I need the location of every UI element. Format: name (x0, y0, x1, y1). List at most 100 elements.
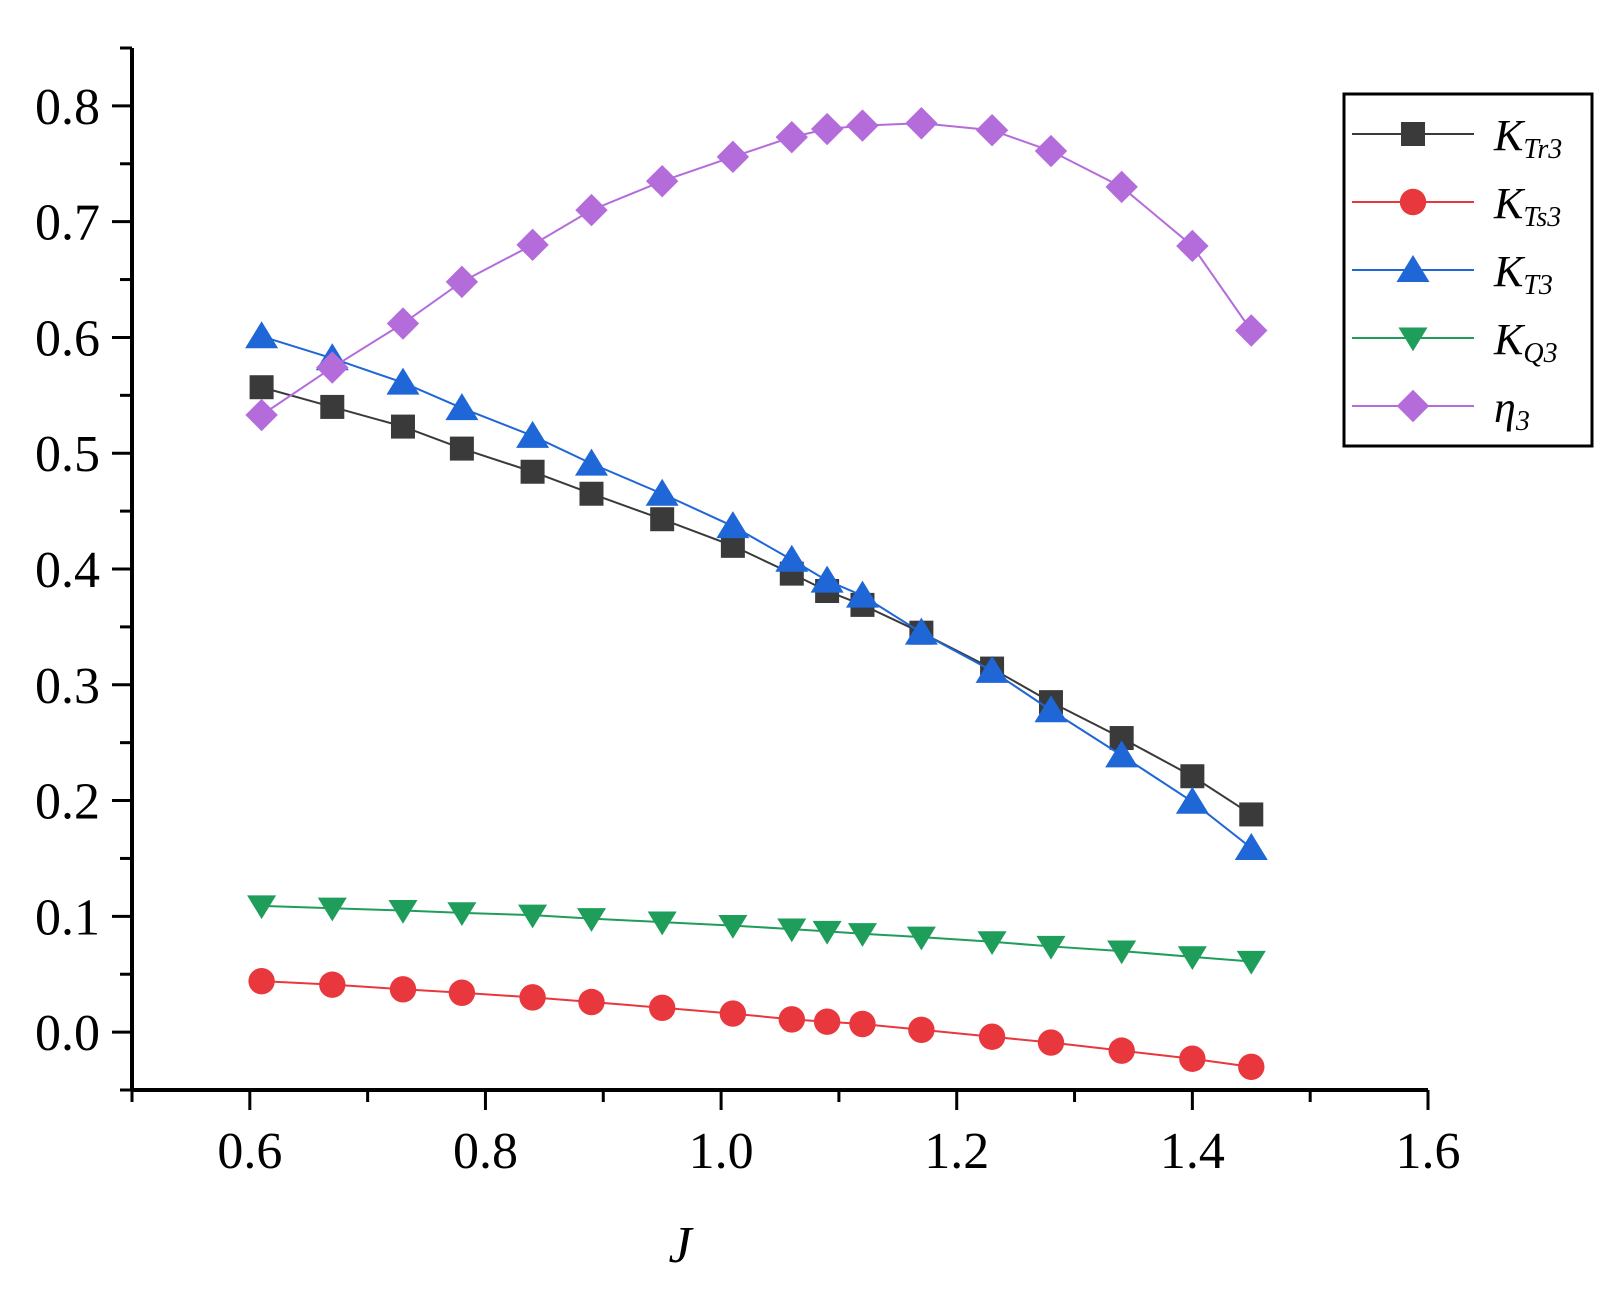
data-point-K_Tr3 (520, 459, 545, 484)
series-η3 (245, 107, 1268, 432)
x-tick-label: 1.6 (1396, 1123, 1461, 1180)
data-point-K_Ts3 (1179, 1045, 1206, 1072)
data-point-K_T3 (645, 478, 679, 506)
data-point-K_Q3 (647, 911, 677, 936)
data-point-K_Ts3 (908, 1016, 935, 1043)
data-point-K_Ts3 (978, 1023, 1006, 1050)
data-point-K_Q3 (1107, 940, 1137, 965)
data-point-K_T3 (1175, 786, 1209, 814)
data-point-K_Tr3 (320, 394, 345, 419)
data-point-η3 (716, 140, 750, 174)
data-point-K_Ts3 (578, 988, 605, 1016)
data-point-η3 (516, 228, 549, 262)
data-point-K_Ts3 (1037, 1029, 1065, 1056)
data-point-η3 (810, 112, 844, 146)
data-point-K_Ts3 (1108, 1037, 1135, 1064)
data-point-η3 (645, 164, 679, 198)
legend-item-K_Tr3[interactable]: KTr3 (1352, 111, 1562, 165)
data-point-K_T3 (1034, 695, 1068, 723)
x-tick-label: 1.0 (689, 1123, 754, 1180)
legend-label: η3 (1494, 383, 1530, 437)
legend-label: KTs3 (1493, 179, 1561, 233)
data-point-η3 (975, 114, 1009, 147)
data-point-K_Tr3 (650, 507, 675, 532)
data-point-K_T3 (845, 580, 879, 608)
series-line-K_Tr3 (261, 386, 1252, 816)
x-axis-label: J (668, 1217, 694, 1274)
data-point-K_Q3 (977, 931, 1007, 956)
legend-marker (1396, 255, 1430, 282)
data-point-K_Ts3 (648, 994, 676, 1021)
data-point-K_Q3 (777, 918, 807, 943)
data-point-η3 (846, 109, 879, 142)
data-point-η3 (445, 265, 479, 299)
data-point-K_Q3 (247, 895, 277, 920)
legend-label-main: K (1493, 315, 1526, 364)
data-point-K_T3 (975, 655, 1009, 683)
legend-label-main: η (1494, 383, 1516, 432)
series-K_Q3 (247, 895, 1266, 975)
y-tick-label: 0.0 (35, 1005, 100, 1062)
data-point-K_Q3 (388, 899, 418, 924)
data-point-K_T3 (904, 617, 938, 645)
data-point-K_T3 (716, 511, 750, 539)
x-tick-label: 0.8 (453, 1123, 518, 1180)
data-point-K_Ts3 (813, 1008, 841, 1035)
y-tick-label: 0.5 (35, 426, 100, 483)
data-point-K_T3 (1234, 833, 1268, 861)
data-point-K_T3 (445, 393, 479, 421)
data-point-K_Tr3 (579, 481, 604, 506)
data-point-η3 (1235, 314, 1268, 347)
series-line-η3 (261, 122, 1253, 416)
data-point-K_T3 (810, 565, 844, 593)
legend-label-sub: T3 (1523, 270, 1553, 301)
data-point-K_T3 (245, 321, 279, 349)
data-point-η3 (775, 120, 808, 154)
legend-label: KTr3 (1493, 111, 1562, 165)
legend-label-sub: Tr3 (1523, 134, 1562, 165)
y-tick-label: 0.3 (35, 658, 100, 715)
legend-label-main: K (1493, 247, 1526, 296)
data-point-K_Q3 (718, 915, 748, 939)
x-tick-label: 1.4 (1160, 1123, 1225, 1180)
legend-item-K_Ts3[interactable]: KTs3 (1352, 179, 1561, 233)
legend-marker (1401, 122, 1425, 146)
data-point-η3 (1034, 134, 1068, 168)
legend-label-sub: Ts3 (1523, 202, 1561, 233)
legend-label: KT3 (1493, 247, 1553, 301)
data-point-η3 (1176, 229, 1209, 263)
data-point-η3 (1105, 170, 1138, 204)
data-point-K_Ts3 (778, 1006, 805, 1033)
y-tick-label: 0.8 (35, 79, 100, 136)
legend-marker (1398, 327, 1428, 352)
data-point-K_Tr3 (390, 414, 415, 439)
data-point-K_Tr3 (1239, 802, 1264, 827)
data-point-η3 (575, 193, 608, 227)
x-tick-label: 0.6 (217, 1123, 282, 1180)
data-point-K_Tr3 (249, 375, 274, 400)
legend-label-main: K (1493, 111, 1526, 160)
data-point-η3 (316, 351, 349, 384)
data-point-η3 (386, 307, 420, 340)
data-point-η3 (905, 107, 938, 140)
legend-item-K_T3[interactable]: KT3 (1352, 247, 1553, 301)
x-tick-label: 1.2 (924, 1123, 989, 1180)
legend-label-sub: 3 (1515, 406, 1530, 437)
legend-marker (1399, 188, 1427, 216)
data-point-K_Q3 (812, 920, 842, 945)
y-tick-label: 0.7 (35, 195, 100, 252)
data-point-η3 (245, 398, 278, 432)
axes-layer: 0.6 0.8 1.0 1.2 1.4 1.6 0.0 0.1 0.2 0.3 0.4 0.5 0.6 0… (35, 46, 1461, 1274)
legend-item-K_Q3[interactable]: KQ3 (1352, 315, 1558, 369)
series-line-K_T3 (261, 335, 1252, 849)
series-K_Ts3 (248, 967, 1265, 1081)
data-point-K_Ts3 (319, 971, 346, 998)
data-point-K_Tr3 (1180, 764, 1205, 789)
y-tick-label: 0.2 (35, 774, 100, 831)
legend-marker (1396, 389, 1430, 423)
y-tick-label: 0.4 (35, 542, 100, 599)
legend-item-η3[interactable]: η3 (1352, 383, 1530, 437)
data-point-K_Ts3 (248, 967, 275, 995)
